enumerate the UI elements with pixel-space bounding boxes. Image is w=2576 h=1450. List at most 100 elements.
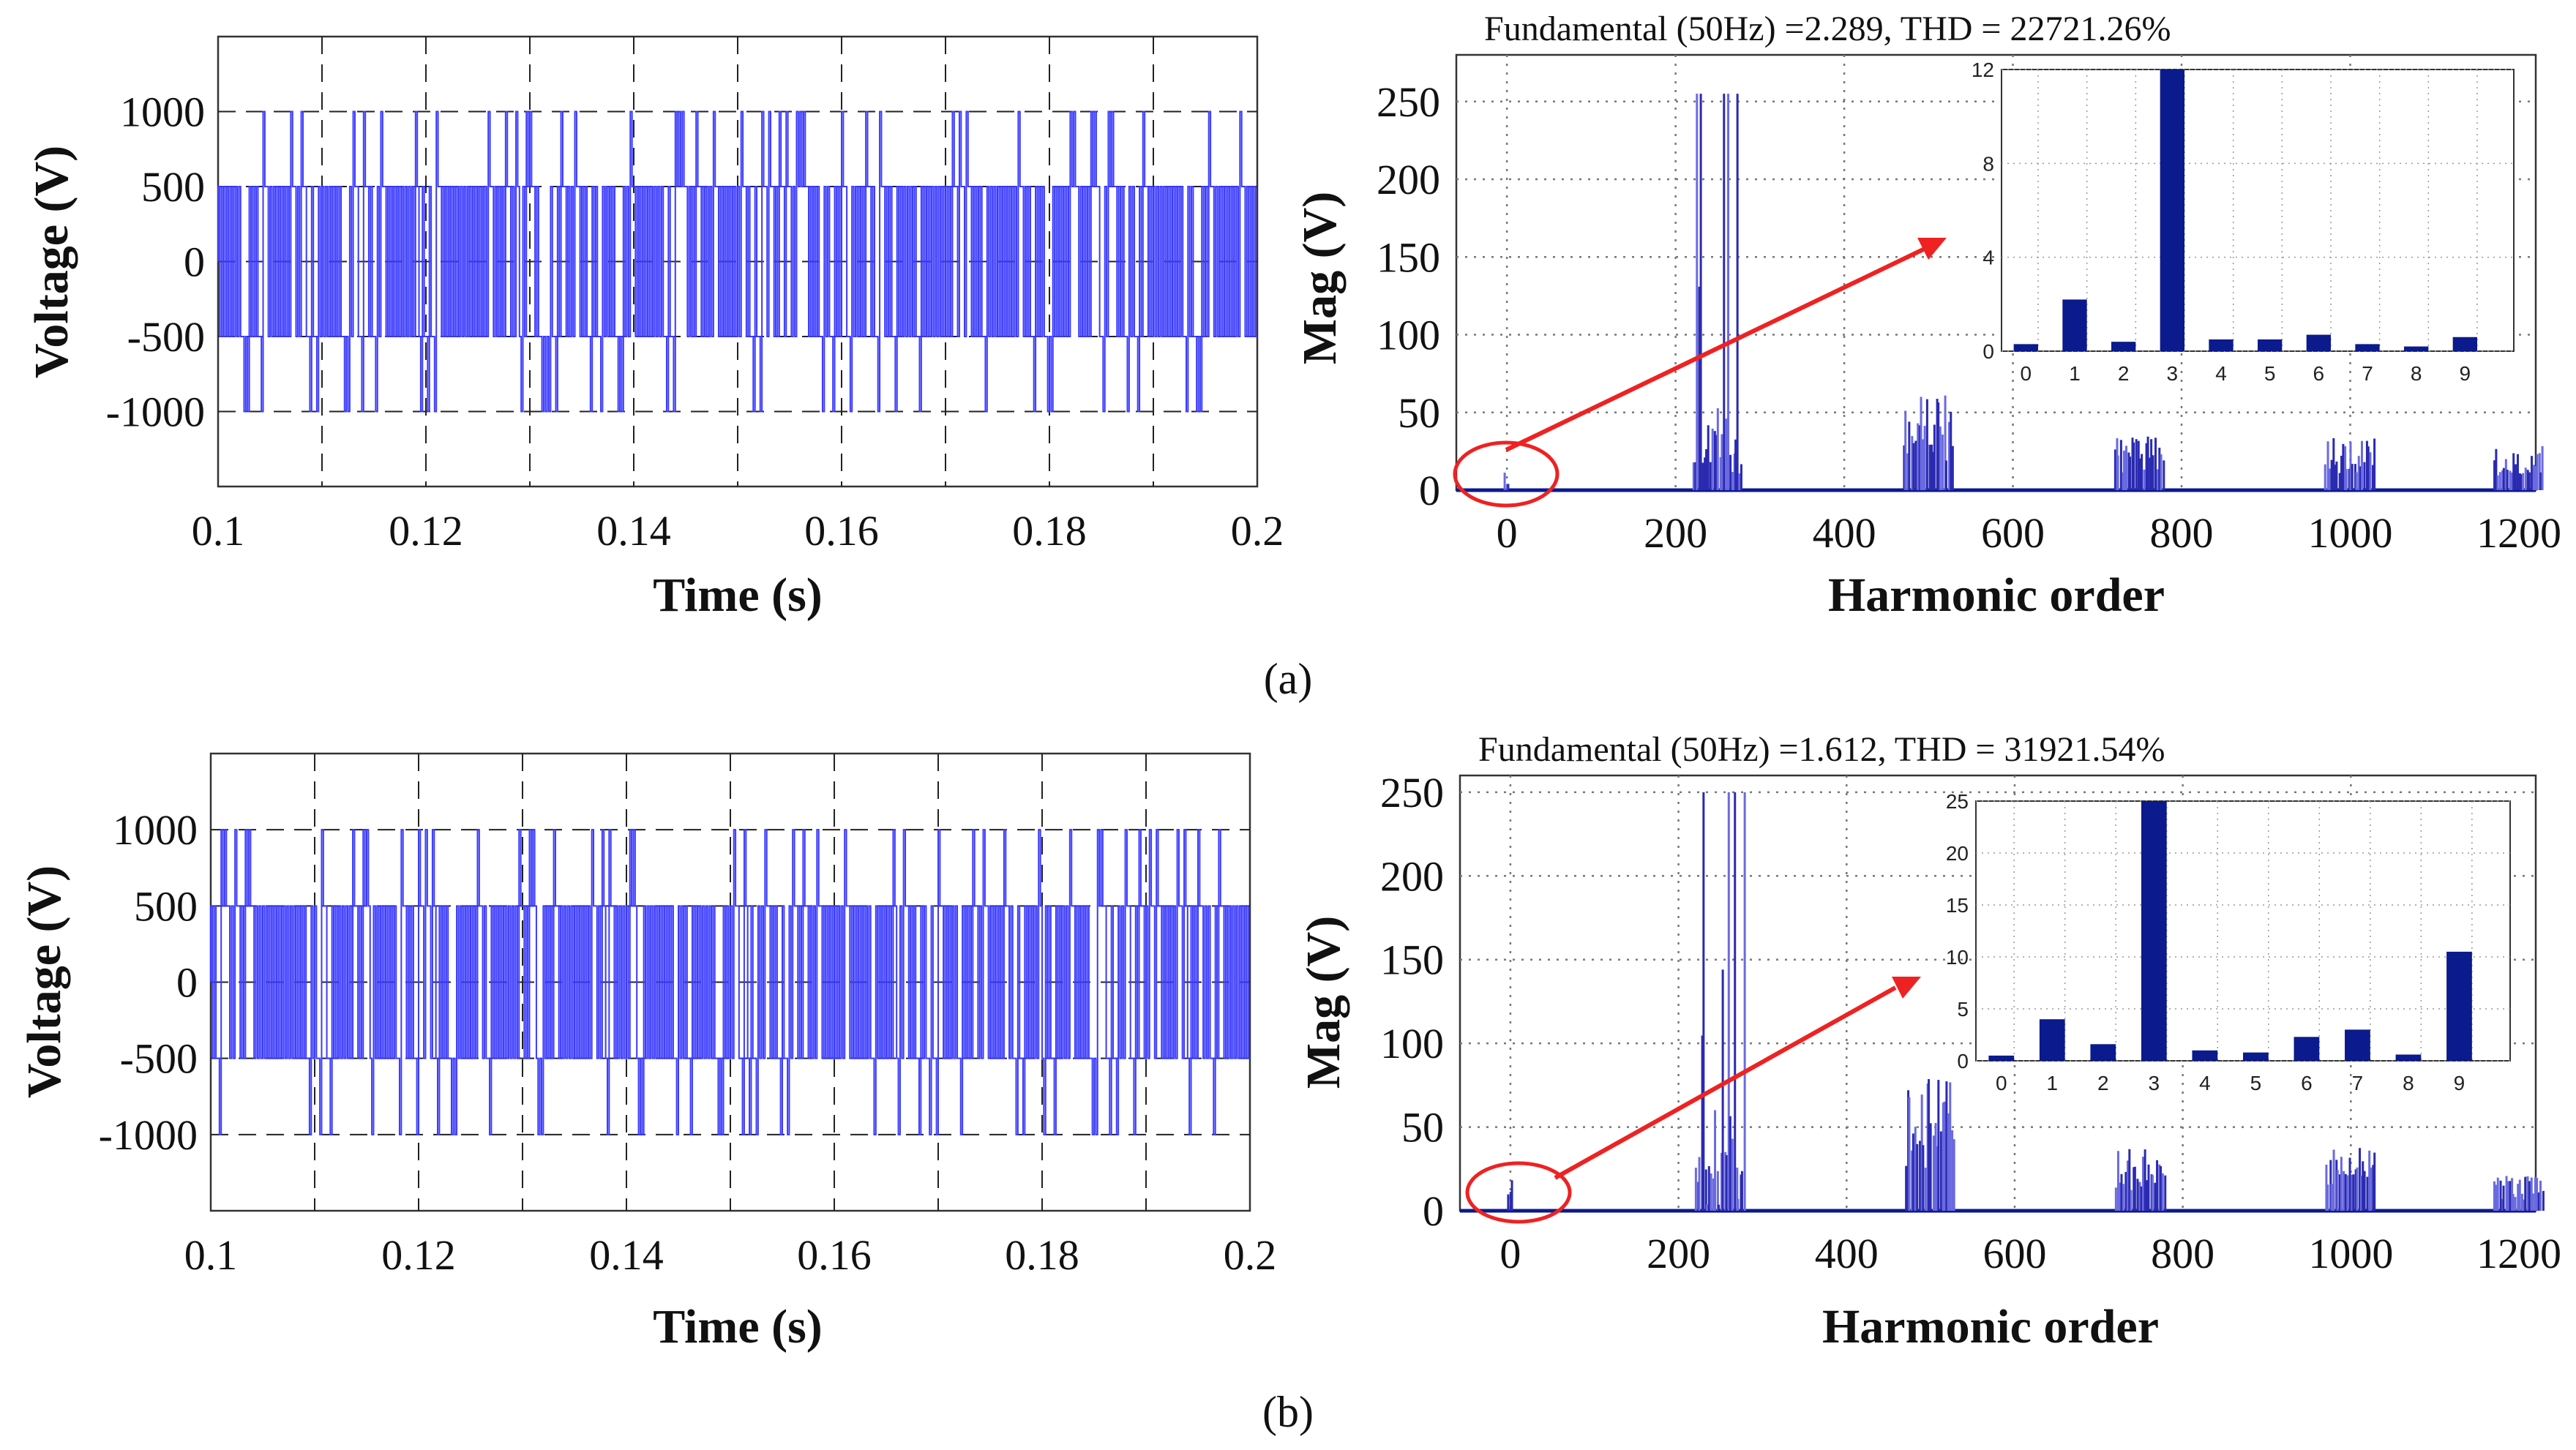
inset-bar (2306, 334, 2331, 351)
spectrum-plot-b: Fundamental (50Hz) =1.612, THD = 31921.5… (1297, 730, 2561, 1353)
inset-bar (2209, 339, 2234, 351)
x-tick-label: 0.14 (596, 507, 671, 555)
inset-x-tick-label: 1 (2069, 362, 2081, 385)
x-tick-label: 0.16 (797, 1231, 872, 1279)
inset-x-tick-label: 5 (2250, 1072, 2262, 1094)
x-tick-label: 0.18 (1005, 1231, 1079, 1279)
inset-x-tick-label: 7 (2352, 1072, 2364, 1094)
inset-bar (2160, 70, 2184, 351)
x-tick-label: 0.16 (804, 507, 879, 555)
zoom-arrow-b (1554, 985, 1897, 1180)
inset-bar (2452, 337, 2477, 351)
inset-x-tick-label: 8 (2403, 1072, 2414, 1094)
inset-bar (2111, 342, 2136, 351)
inset-bar (2090, 1044, 2116, 1061)
inset-x-tick-label: 5 (2264, 362, 2276, 385)
inset-y-tick-label: 0 (1957, 1050, 1969, 1073)
spec-y-tick-label: 150 (1377, 233, 1440, 281)
inset-bar (2141, 801, 2167, 1061)
panel-label-b: (b) (1262, 1388, 1314, 1436)
inset-y-tick-label: 10 (1946, 946, 1969, 969)
y-tick-label: -500 (127, 313, 205, 361)
spec-x-tick-label: 600 (1981, 509, 2045, 557)
inset-y-tick-label: 20 (1946, 842, 1969, 865)
y-tick-label: 1000 (113, 806, 198, 854)
voltage-waveform (210, 829, 1250, 1135)
x-axis-label-a: Time (s) (653, 568, 823, 622)
spec-y-tick-label: 100 (1377, 312, 1440, 359)
spec-y-tick-label: 200 (1380, 852, 1444, 900)
y-tick-label: 1000 (120, 89, 205, 136)
spec-x-tick-label: 1000 (2307, 509, 2392, 557)
spec-y-tick-label: 150 (1380, 936, 1444, 984)
inset-x-tick-label: 2 (2097, 1072, 2109, 1094)
inset-x-tick-label: 7 (2362, 362, 2373, 385)
spec-x-tick-label: 1200 (2476, 509, 2561, 557)
x-tick-label: 0.12 (381, 1231, 456, 1279)
inset-bar (2192, 1050, 2218, 1061)
inset-y-tick-label: 15 (1946, 894, 1969, 917)
inset-bar (2039, 1019, 2065, 1061)
inset-x-tick-label: 2 (2118, 362, 2130, 385)
inset-bar (2395, 1054, 2422, 1061)
inset-y-tick-label: 8 (1982, 152, 1994, 175)
x-tick-label: 0.2 (1231, 507, 1284, 555)
spec-x-tick-label: 800 (2150, 509, 2214, 557)
y-tick-label: 0 (184, 238, 205, 286)
inset-x-tick-label: 6 (2301, 1072, 2313, 1094)
zoom-arrow-a (1505, 247, 1926, 452)
y-tick-label: -1000 (99, 1111, 198, 1159)
x-tick-label: 0.12 (389, 507, 463, 555)
inset-x-tick-label: 6 (2313, 362, 2325, 385)
x-tick-label: 0.18 (1012, 507, 1087, 555)
inset-bar (2243, 1052, 2269, 1061)
inset-x-tick-label: 4 (2215, 362, 2227, 385)
inset-bar (2062, 299, 2087, 351)
x-axis-label-spectrum-a: Harmonic order (1828, 568, 2165, 622)
inset-x-tick-label: 1 (2046, 1072, 2058, 1094)
inset-y-tick-label: 4 (1982, 247, 1994, 269)
harmonic-highlight-ellipse-a (1453, 440, 1560, 508)
inset-bar (2013, 344, 2038, 351)
spec-x-tick-label: 600 (1982, 1230, 2046, 1277)
x-tick-label: 0.14 (589, 1231, 664, 1279)
spec-x-tick-label: 200 (1644, 509, 1707, 557)
y-tick-label: -500 (120, 1035, 198, 1083)
inset-x-tick-label: 3 (2149, 1072, 2160, 1094)
spec-x-tick-label: 1000 (2308, 1230, 2393, 1277)
spec-y-tick-label: 250 (1377, 78, 1440, 126)
inset-bar (1988, 1055, 2015, 1061)
inset-y-tick-label: 12 (1972, 59, 1994, 81)
x-tick-label: 0.1 (192, 507, 245, 555)
x-tick-label: 0.2 (1224, 1231, 1277, 1279)
harmonic-highlight-ellipse-b (1465, 1161, 1572, 1224)
y-axis-label-a: Voltage (V) (25, 146, 78, 378)
spec-y-tick-label: 100 (1380, 1020, 1444, 1067)
spec-y-tick-label: 0 (1423, 1187, 1444, 1235)
y-tick-label: -1000 (106, 388, 205, 436)
y-tick-label: 500 (134, 882, 198, 930)
inset-bar (2446, 951, 2472, 1061)
spec-x-tick-label: 800 (2151, 1230, 2214, 1277)
spec-y-tick-label: 200 (1377, 156, 1440, 203)
y-axis-label-b: Voltage (V) (18, 865, 71, 1098)
y-tick-label: 500 (141, 163, 205, 211)
spec-x-tick-label: 400 (1815, 1230, 1879, 1277)
y-axis-label-spectrum-b: Mag (V) (1297, 916, 1350, 1089)
y-tick-label: 0 (176, 959, 198, 1007)
voltage-plot-b: 1000 500 0 -500 -1000 0.1 0.12 0.14 0.16 0.18 0.2… (18, 752, 1277, 1353)
inset-x-tick-label: 9 (2460, 362, 2471, 385)
spec-x-tick-label: 0 (1497, 509, 1518, 557)
spectrum-title-a: Fundamental (50Hz) =2.289, THD = 22721.2… (1484, 10, 2171, 48)
inset-y-tick-label: 25 (1946, 790, 1969, 813)
spec-x-tick-label: 400 (1813, 509, 1876, 557)
x-axis-label-spectrum-b: Harmonic order (1822, 1300, 2159, 1353)
zoom-arrowhead-b (1892, 977, 1921, 999)
x-axis-label-b: Time (s) (653, 1300, 823, 1353)
spec-x-tick-label: 1200 (2476, 1230, 2561, 1277)
spec-y-tick-label: 250 (1380, 769, 1444, 816)
spec-y-tick-label: 0 (1419, 467, 1440, 514)
inset-x-tick-label: 8 (2411, 362, 2422, 385)
x-tick-label: 0.1 (184, 1231, 238, 1279)
